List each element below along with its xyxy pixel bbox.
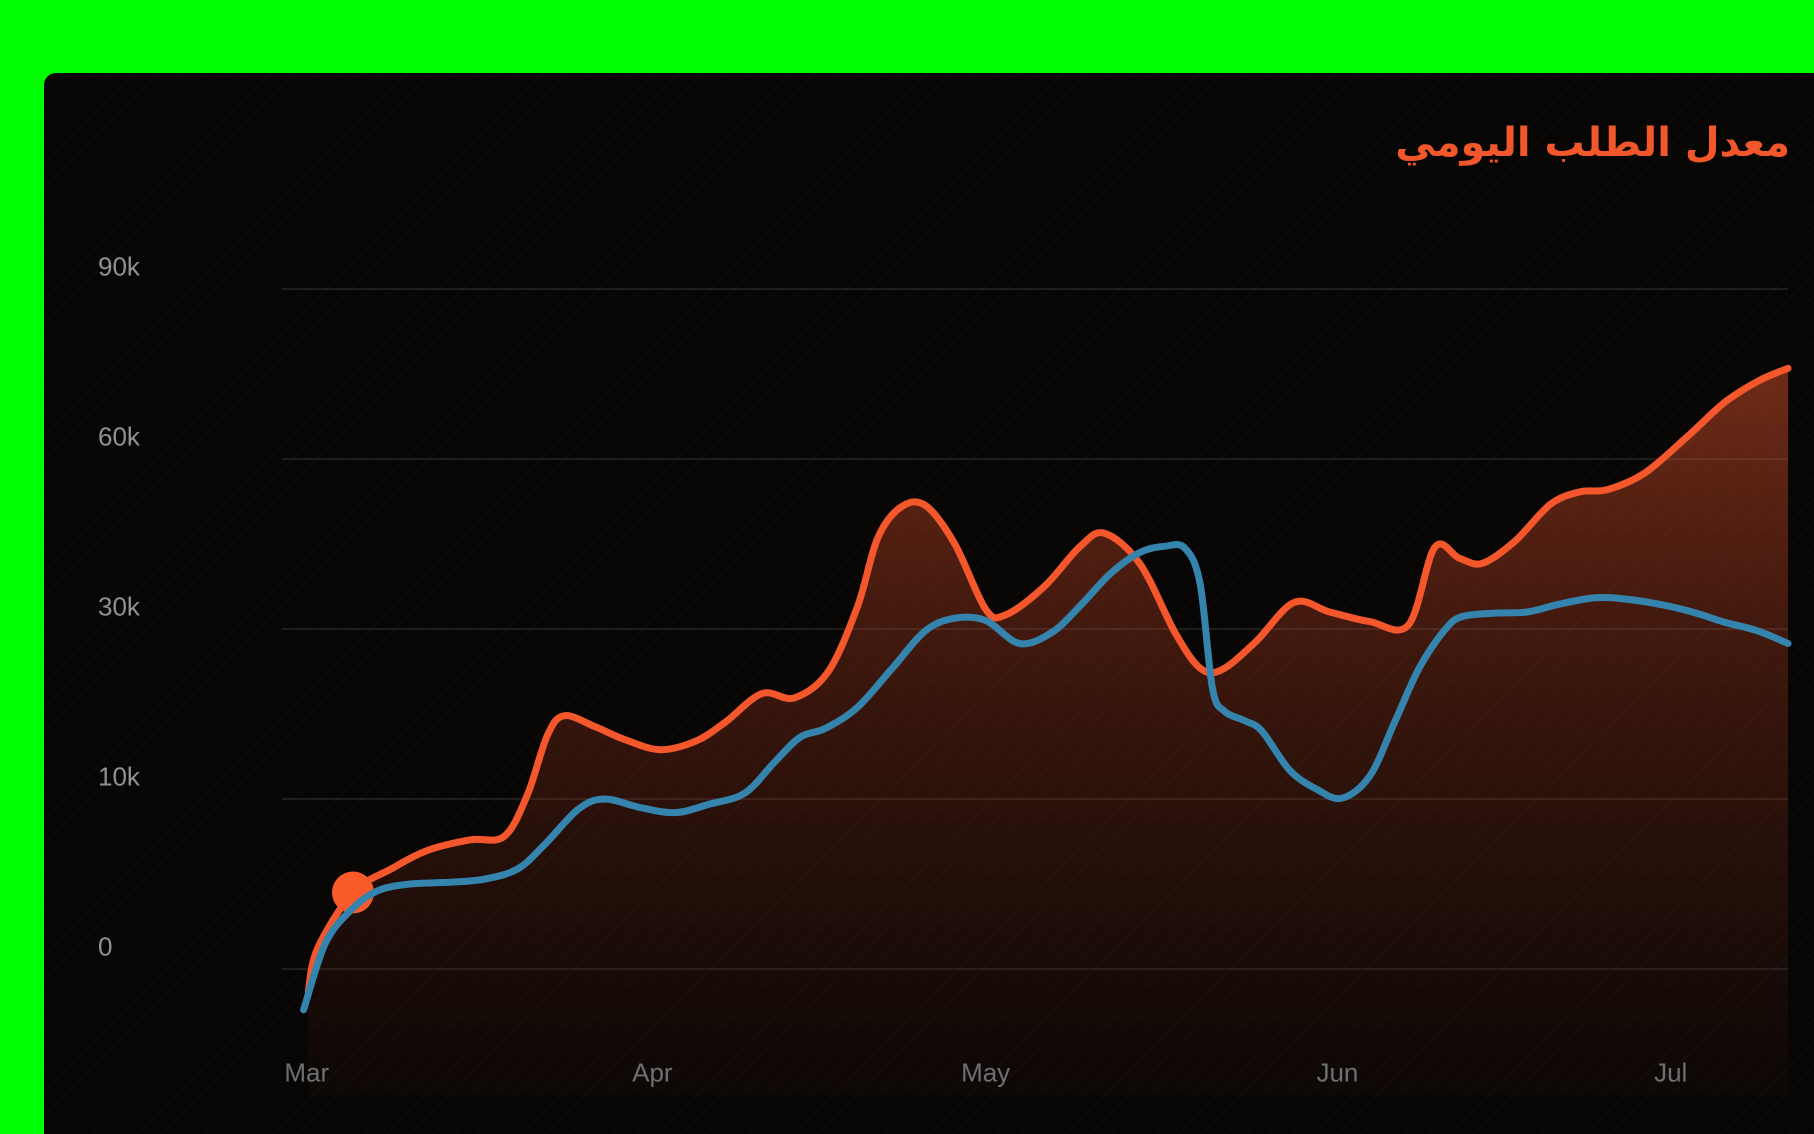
y-axis-tick-label-10k: 10k [98, 761, 140, 792]
y-axis-tick-label-90k: 90k [98, 251, 140, 282]
x-axis-tick-label-Jun: Jun [1316, 1057, 1359, 1088]
x-axis-tick-label-Mar: Mar [284, 1057, 330, 1088]
y-axis-tick-label-30k: 30k [98, 591, 140, 622]
daily-demand-primary-line [304, 364, 1792, 995]
x-axis-tick-label-May: May [961, 1057, 1011, 1088]
daily-demand-secondary-line [300, 540, 1792, 1014]
chart-title: معدل الطلب اليومي [1395, 120, 1790, 166]
x-axis-tick-label-Jul: Jul [1654, 1057, 1688, 1088]
y-axis-tick-label-60k: 60k [98, 421, 140, 452]
x-axis-tick-label-Apr: Apr [632, 1057, 673, 1088]
y-axis-tick-label-0: 0 [98, 931, 113, 962]
daily-demand-primary-area-fill [308, 368, 1788, 1095]
